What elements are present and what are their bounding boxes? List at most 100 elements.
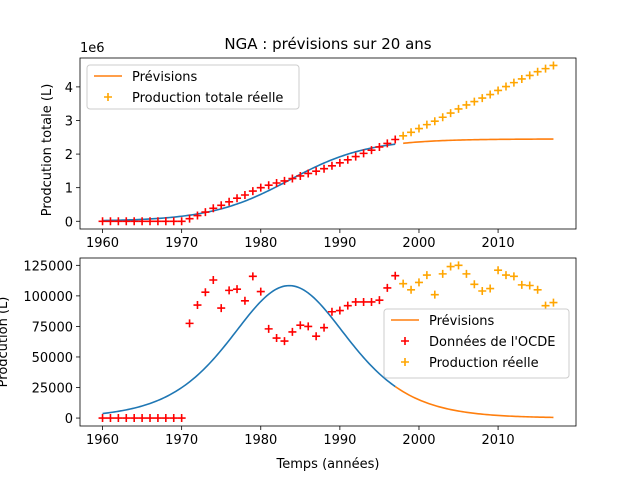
data-point xyxy=(446,109,455,118)
data-point xyxy=(106,217,115,226)
data-point xyxy=(233,285,242,294)
data-point xyxy=(327,307,336,316)
x-tick-label: 1960 xyxy=(86,433,119,448)
data-point xyxy=(446,262,455,271)
data-point xyxy=(153,414,162,423)
data-point xyxy=(185,319,194,328)
data-point xyxy=(375,296,384,305)
legend-marker-swatch xyxy=(104,93,112,101)
data-point xyxy=(438,113,447,122)
data-point xyxy=(343,155,352,164)
data-point xyxy=(217,201,226,210)
y-tick-label: 4 xyxy=(65,81,73,96)
data-point xyxy=(312,332,321,341)
data-point xyxy=(114,414,123,423)
data-point xyxy=(240,296,249,305)
y-tick-label: 125000 xyxy=(23,259,73,274)
data-point xyxy=(225,286,234,295)
data-point xyxy=(146,414,155,423)
data-point xyxy=(335,306,344,315)
data-point xyxy=(438,269,447,278)
fit-curve xyxy=(102,284,396,415)
y-tick-label: 25000 xyxy=(32,382,73,397)
data-point xyxy=(114,217,123,226)
data-point xyxy=(122,414,131,423)
data-point xyxy=(106,414,115,423)
data-point xyxy=(414,124,423,133)
data-point xyxy=(359,149,368,158)
data-point xyxy=(470,97,479,106)
data-point xyxy=(272,334,281,343)
data-point xyxy=(256,287,265,296)
x-tick-label: 1980 xyxy=(244,433,277,448)
data-point xyxy=(122,217,131,226)
data-point xyxy=(501,271,510,280)
data-point xyxy=(225,197,234,206)
data-point xyxy=(193,301,202,310)
x-tick-label: 1990 xyxy=(323,236,356,251)
data-point xyxy=(98,414,107,423)
data-point xyxy=(161,217,170,226)
y-tick-label: 3 xyxy=(65,114,73,129)
data-point xyxy=(185,214,194,223)
data-point xyxy=(422,271,431,280)
data-point xyxy=(240,191,249,200)
figure-title: NGA : prévisions sur 20 ans xyxy=(224,35,431,53)
data-point xyxy=(272,179,281,188)
data-point xyxy=(494,86,503,95)
data-point xyxy=(138,414,147,423)
y-tick-label: 50000 xyxy=(32,351,73,366)
legend-label: Production réelle xyxy=(429,356,539,371)
data-point xyxy=(533,285,542,294)
top-y-axis-title: Prodcution totale (L) xyxy=(40,84,55,217)
data-point xyxy=(486,284,495,293)
data-point xyxy=(462,269,471,278)
bottom-subplot: 1960 1970 1980 1990 2000 2010 0 25000 50000 75000… xyxy=(0,257,577,472)
data-point xyxy=(335,158,344,167)
data-point xyxy=(288,327,297,336)
axes-frame xyxy=(79,257,577,427)
data-point xyxy=(161,414,170,423)
data-point xyxy=(138,217,147,226)
legend-label: Données de l'OCDE xyxy=(429,335,555,350)
bottom-y-axis-title: Prodcution (L) xyxy=(0,297,11,388)
x-tick-label: 1980 xyxy=(244,236,277,251)
data-point xyxy=(296,171,305,180)
data-point xyxy=(351,297,360,306)
x-tick-label: 1960 xyxy=(86,236,119,251)
data-point xyxy=(454,104,463,113)
x-tick-label: 2010 xyxy=(482,236,515,251)
data-point xyxy=(209,275,218,284)
data-point xyxy=(375,142,384,151)
y-tick-label: 0 xyxy=(65,412,73,427)
legend-box xyxy=(383,308,570,379)
data-point xyxy=(422,120,431,129)
data-point xyxy=(494,266,503,275)
axes-frame xyxy=(79,57,577,230)
data-point xyxy=(343,301,352,310)
data-point xyxy=(549,298,558,307)
data-point xyxy=(430,117,439,126)
y-tick-label: 2 xyxy=(65,148,73,163)
data-point xyxy=(288,174,297,183)
data-point xyxy=(383,283,392,292)
data-point xyxy=(130,414,139,423)
data-point xyxy=(414,278,423,287)
data-point xyxy=(462,100,471,109)
top-subplot: 1960 1970 1980 1990 2000 2010 0 1 2 3 4 Prévisions P… xyxy=(40,41,577,251)
x-tick-label: 1970 xyxy=(165,433,198,448)
data-point xyxy=(486,90,495,99)
x-tick-label: 2010 xyxy=(482,433,515,448)
y-tick-label: 100000 xyxy=(23,290,73,305)
y-tick-label: 75000 xyxy=(32,320,73,335)
data-point xyxy=(383,139,392,148)
data-point xyxy=(320,323,329,332)
forecast-curve xyxy=(394,385,554,419)
data-point xyxy=(407,128,416,137)
x-tick-label: 1970 xyxy=(165,236,198,251)
data-point xyxy=(217,304,226,313)
fit-curve xyxy=(102,143,396,222)
data-point xyxy=(430,290,439,299)
data-point xyxy=(399,131,408,140)
data-point xyxy=(478,94,487,103)
